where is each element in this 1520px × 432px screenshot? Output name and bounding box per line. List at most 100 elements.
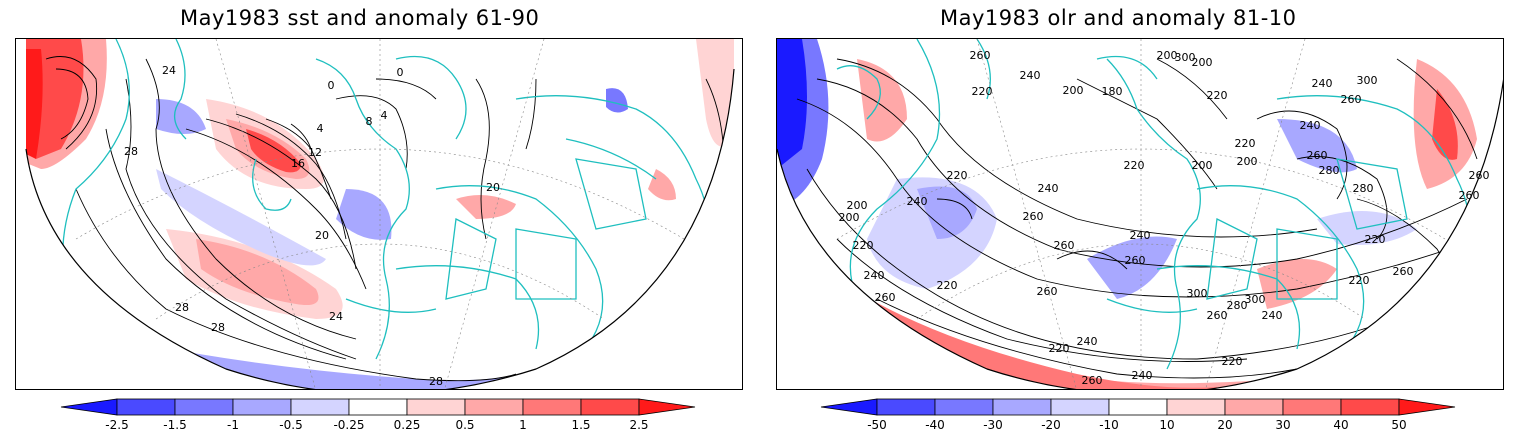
colorbar-bin	[1340, 398, 1400, 416]
left-colorbar	[60, 398, 696, 416]
contour-label: 240	[1020, 69, 1041, 82]
sst-anomaly-map: 24 0 0 4 4 8 12 16 28 20 20 28 28 24 28	[25, 39, 735, 389]
hemisphere-edge	[777, 78, 1503, 389]
contour-label: 28	[124, 145, 138, 158]
contour-label: 220	[937, 279, 958, 292]
warm-anomaly-shade	[648, 169, 676, 201]
contour-label: 4	[317, 122, 324, 135]
colorbar-tick: -40	[925, 418, 945, 432]
colorbar-tick: 2.5	[629, 418, 649, 432]
hemisphere-edge	[25, 68, 735, 389]
contour-label: 260	[1393, 265, 1414, 278]
contour-label: 260	[1037, 285, 1058, 298]
colorbar-bin	[1224, 398, 1284, 416]
colorbar-tick: 50	[1391, 418, 1407, 432]
contour-label: 220	[1365, 233, 1386, 246]
contour-label: 200	[1063, 84, 1084, 97]
colorbar-bin	[116, 398, 176, 416]
contour-label: 240	[1038, 182, 1059, 195]
contour-label: 220	[1235, 137, 1256, 150]
colorbar-tick: 10	[1159, 418, 1175, 432]
graticule	[75, 39, 685, 389]
colorbar-tick: 1.5	[571, 418, 591, 432]
contour-labels: 260 220 240 200 200 300 200 180 220 240 …	[839, 49, 1490, 387]
contour-label: 16	[291, 157, 305, 170]
contour-label: 280	[1353, 182, 1374, 195]
contour-label: 300	[1175, 51, 1196, 64]
contour-label: 240	[1262, 309, 1283, 322]
contour-label: 20	[315, 229, 329, 242]
contour-label: 220	[972, 85, 993, 98]
contour-label: 4	[381, 109, 388, 122]
contour-label: 240	[1130, 229, 1151, 242]
contour-label: 260	[1054, 239, 1075, 252]
cool-anomaly-shade	[1317, 211, 1417, 245]
colorbar-tick: -0.5	[279, 418, 303, 432]
contour-label: 300	[1187, 287, 1208, 300]
colorbar-bin	[1108, 398, 1168, 416]
colorbar-tick: 40	[1333, 418, 1349, 432]
contour-label: 260	[1082, 374, 1103, 387]
colorbar-tick: 20	[1217, 418, 1233, 432]
contour-label: 28	[175, 301, 189, 314]
contour-label: 200	[1237, 155, 1258, 168]
contour-label: 300	[1245, 293, 1266, 306]
contour-label: 200	[1157, 49, 1178, 62]
warm-anomaly-shade	[456, 195, 516, 219]
contour-label: 0	[397, 66, 404, 79]
colorbar-bin	[406, 398, 466, 416]
contour-label: 260	[1125, 254, 1146, 267]
contour-label: 240	[1077, 335, 1098, 348]
warm-anomaly-shade	[26, 49, 43, 159]
contour-label: 220	[1124, 159, 1145, 172]
cool-anomaly-shade	[156, 99, 206, 134]
cool-anomaly-shade	[777, 39, 807, 169]
contour-label: 0	[328, 79, 335, 92]
colorbar-tick: -30	[983, 418, 1003, 432]
colorbar-tick: 0.25	[393, 418, 421, 432]
olr-anomaly-map: 260 220 240 200 200 300 200 180 220 240 …	[777, 39, 1503, 389]
colorbar-high-arrow	[1398, 398, 1456, 416]
contour-label: 220	[853, 239, 874, 252]
warm-anomaly-shade	[696, 39, 734, 147]
colorbar-bin	[992, 398, 1052, 416]
olr-contours	[796, 58, 1478, 379]
colorbar-low-arrow	[60, 398, 118, 416]
colorbar-tick: -1.5	[163, 418, 187, 432]
contour-label: 220	[947, 169, 968, 182]
colorbar-bin	[876, 398, 936, 416]
contour-label: 260	[1307, 149, 1328, 162]
right-panel-title: May1983 olr and anomaly 81-10	[940, 6, 1297, 30]
colorbar-bin	[934, 398, 994, 416]
contour-label: 28	[211, 321, 225, 334]
cool-anomaly-shade	[116, 339, 536, 389]
contour-label: 240	[1300, 119, 1321, 132]
contour-label: 220	[1207, 89, 1228, 102]
sst-contours	[45, 56, 725, 382]
cool-anomaly-shade	[606, 88, 628, 113]
contour-label: 24	[162, 64, 176, 77]
colorbar-bin	[1166, 398, 1226, 416]
contour-label: 240	[1312, 77, 1333, 90]
contour-label: 260	[1459, 189, 1480, 202]
contour-label: 300	[1357, 74, 1378, 87]
contour-labels: 24 0 0 4 4 8 12 16 28 20 20 28 28 24 28	[124, 64, 500, 388]
graticule	[836, 39, 1446, 389]
contour-label: 260	[1469, 169, 1490, 182]
colorbar-bin	[464, 398, 524, 416]
contour-label: 260	[970, 49, 991, 62]
colorbar-tick: -0.25	[333, 418, 365, 432]
contour-label: 200	[839, 211, 860, 224]
colorbar-bin	[1282, 398, 1342, 416]
left-panel-title: May1983 sst and anomaly 61-90	[180, 6, 540, 30]
colorbar-tick: -1	[227, 418, 239, 432]
contour-label: 220	[1349, 274, 1370, 287]
warm-anomaly-shade	[1432, 89, 1458, 160]
contour-label: 240	[864, 269, 885, 282]
colorbar-tick: -10	[1099, 418, 1119, 432]
colorbar-bin	[174, 398, 234, 416]
colorbar-bin	[348, 398, 408, 416]
contour-label: 260	[875, 291, 896, 304]
contour-label: 240	[907, 195, 928, 208]
contour-label: 280	[1227, 299, 1248, 312]
